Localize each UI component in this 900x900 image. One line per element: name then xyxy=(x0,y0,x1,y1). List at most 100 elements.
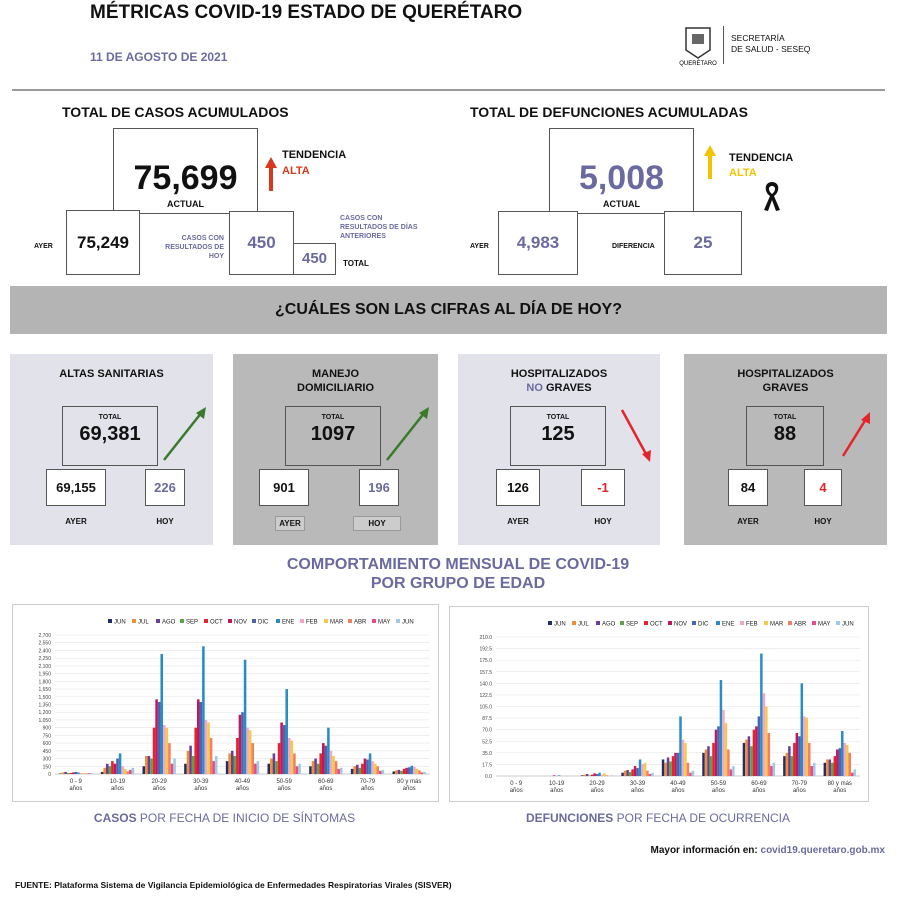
bar xyxy=(557,775,561,776)
hoy-value: 196 xyxy=(359,469,399,506)
legend-label: JUN xyxy=(842,622,854,628)
bar xyxy=(709,756,713,776)
y-tick-label: 1,350 xyxy=(38,703,51,709)
bar xyxy=(77,772,80,774)
bar xyxy=(395,770,398,774)
y-tick-label: 175.0 xyxy=(479,658,492,664)
x-tick-label: 80 y más años xyxy=(396,779,422,792)
bar xyxy=(760,653,763,776)
bar xyxy=(186,750,190,774)
bar xyxy=(719,680,723,776)
bar xyxy=(100,771,104,774)
x-tick-label: 10-19 años xyxy=(109,779,126,792)
legend-swatch xyxy=(180,619,184,623)
legend-label: MAR xyxy=(770,622,784,628)
actual-label: ACTUAL xyxy=(603,199,640,209)
x-tick-label: 30-39 años xyxy=(629,781,646,794)
y-tick-label: 17.5 xyxy=(482,762,492,768)
x-tick-label: 30-39 años xyxy=(193,779,209,792)
bar xyxy=(704,749,708,776)
bar xyxy=(823,762,827,776)
title: MÉTRICAS COVID-19 ESTADO DE QUERÉTARO xyxy=(90,2,523,23)
secretaria: SECRETARÍA DE SALUD - SESEQ xyxy=(731,33,810,55)
bar xyxy=(327,727,330,774)
legend-swatch xyxy=(668,621,672,625)
bar xyxy=(316,763,320,774)
arrow xyxy=(841,412,870,457)
bar xyxy=(319,753,322,774)
anteriores-label: CASOS CON RESULTADOS DE DÍAS ANTERIORES xyxy=(340,215,418,240)
bar xyxy=(765,706,768,776)
bar xyxy=(202,646,205,774)
bar xyxy=(84,773,88,774)
bar xyxy=(89,772,93,774)
secretaria-line: SECRETARÍA xyxy=(731,33,785,43)
hoy-label: HOY xyxy=(594,517,612,526)
total-box: TOTAL 1097 xyxy=(285,406,381,466)
bar xyxy=(108,766,112,774)
heading-line: COMPORTAMIENTO MENSUAL DE COVID-19 xyxy=(286,556,630,573)
bar xyxy=(691,770,695,776)
bar xyxy=(256,761,260,774)
bar xyxy=(267,763,271,774)
chart: 01503004506007509001,0501,2001,3501,5001… xyxy=(38,619,430,778)
bar xyxy=(79,772,83,774)
bar xyxy=(103,767,106,774)
hoy-value: -1 xyxy=(581,469,625,506)
bar xyxy=(321,743,325,774)
legend-swatch xyxy=(716,621,720,625)
bar xyxy=(603,773,606,776)
card-title: HOSPITALIZADOS GRAVES xyxy=(684,367,887,395)
defunciones-diferencia: 25 xyxy=(664,211,742,275)
bar xyxy=(131,767,135,774)
bar xyxy=(358,767,362,774)
bar xyxy=(679,716,682,776)
x-tick-label: 60-69 años xyxy=(318,779,334,792)
legend-label: AGO xyxy=(162,620,176,626)
y-tick-label: 210.0 xyxy=(479,635,492,641)
total-label: TOTAL xyxy=(546,414,570,421)
bar xyxy=(163,725,166,774)
legend-swatch xyxy=(348,619,352,623)
bar xyxy=(848,752,851,776)
bar xyxy=(363,758,367,774)
hoy-label: CASOS CON RESULTADOS DE HOY xyxy=(165,235,224,260)
bar xyxy=(714,729,718,776)
bar xyxy=(277,743,281,774)
bar xyxy=(631,769,634,776)
bar xyxy=(831,762,834,776)
legend-swatch xyxy=(396,619,400,623)
y-tick-label: 1,050 xyxy=(38,718,51,724)
total-label: TOTAL xyxy=(98,414,122,421)
tendencia-value: ALTA xyxy=(282,165,310,177)
bar xyxy=(69,772,72,774)
chart: 0.0 17.5 35.0 52.5 70.0 87.5 105.0 122.5 140.0 15… xyxy=(479,621,860,780)
bar xyxy=(275,761,278,774)
bar xyxy=(671,756,675,776)
bar xyxy=(843,742,846,776)
bar xyxy=(376,766,380,774)
card-title: ALTAS SANITARIAS xyxy=(59,368,164,380)
bar xyxy=(254,763,257,774)
title-highlight: NO xyxy=(526,382,543,394)
bar xyxy=(311,761,315,774)
bar xyxy=(145,755,148,774)
legend-label: OCT xyxy=(210,620,223,626)
card: ALTAS SANITARIAS TOTAL 69,381 69,155 226 … xyxy=(10,354,213,545)
trend-arrow xyxy=(265,157,277,191)
bar xyxy=(350,768,354,774)
bar xyxy=(155,699,158,774)
hoy-label: HOY xyxy=(814,517,832,526)
bar xyxy=(747,736,751,776)
bar xyxy=(293,753,296,774)
source: FUENTE: Plataforma Sistema de Vigilancia… xyxy=(15,880,452,890)
ribbon xyxy=(764,182,780,211)
url[interactable]: covid19.queretaro.gob.mx xyxy=(760,845,885,856)
title-line: GRAVES xyxy=(762,382,809,394)
legend-label: FEB xyxy=(746,622,758,628)
y-tick-label: 157.5 xyxy=(479,670,492,676)
legend-label: ABR xyxy=(354,620,367,626)
x-tick-label: 70-79 años xyxy=(791,781,807,794)
bar xyxy=(648,774,652,776)
y-tick-label: 450 xyxy=(43,749,52,755)
